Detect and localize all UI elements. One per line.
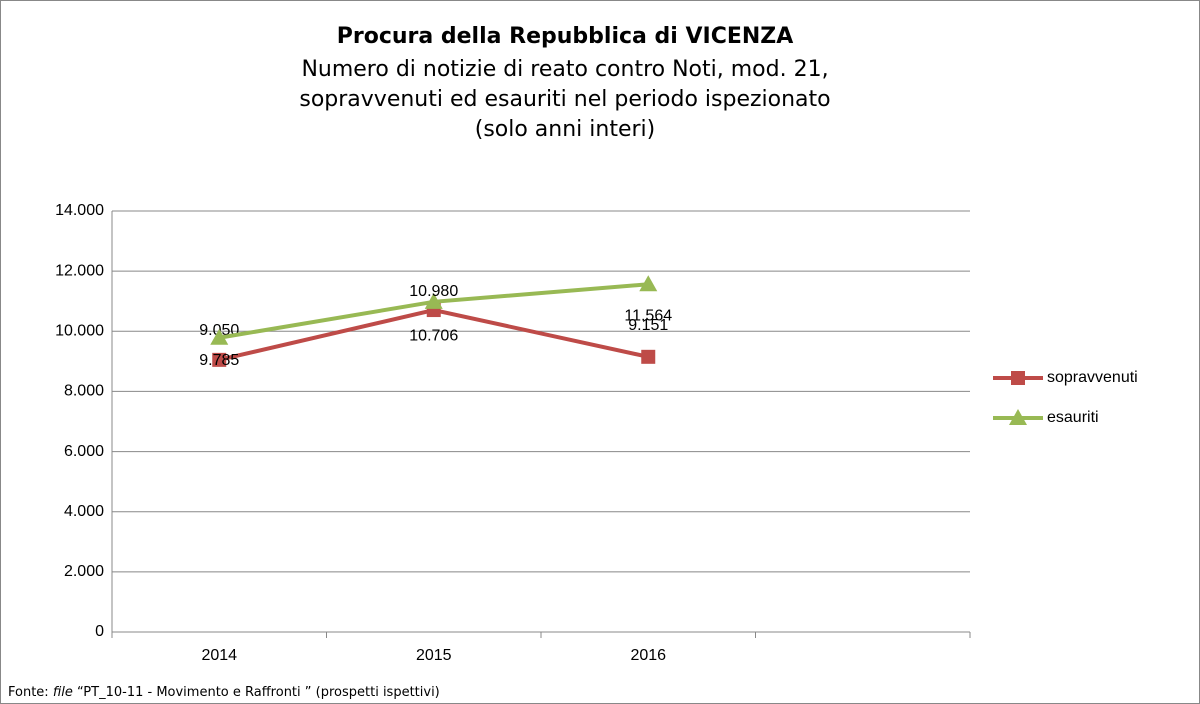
y-tick-label: 10.000: [55, 323, 104, 340]
x-tick-label: 2014: [201, 647, 237, 664]
data-point: [641, 349, 656, 364]
y-tick-label: 8.000: [64, 383, 104, 400]
legend-marker: [1009, 409, 1027, 425]
data-point: [639, 275, 658, 292]
y-tick-label: 0: [95, 623, 104, 640]
chart-title: Procura della Repubblica di VICENZA: [337, 24, 794, 49]
chart-subtitle: Numero di notizie di reato contro Noti, …: [301, 57, 828, 82]
source-note: Fonte: file “PT_10-11 - Movimento e Raff…: [8, 685, 440, 700]
y-tick-label: 14.000: [55, 202, 104, 219]
data-label: 9.151: [628, 317, 668, 334]
data-label: 9.785: [199, 352, 239, 369]
y-tick-label: 2.000: [64, 563, 104, 580]
data-point: [212, 352, 227, 367]
data-label: 10.706: [409, 327, 458, 344]
source-part: “PT_10-11 - Movimento e Raffronti ” (pro…: [73, 685, 440, 700]
y-tick-label: 6.000: [64, 443, 104, 460]
x-tick-label: 2015: [416, 647, 452, 664]
y-tick-label: 4.000: [64, 503, 104, 520]
legend-label: esauriti: [1047, 409, 1099, 426]
data-label: 11.564: [624, 307, 672, 324]
legend-label: sopravvenuti: [1047, 369, 1138, 386]
y-tick-label: 12.000: [55, 262, 104, 279]
chart-subtitle: sopravvenuti ed esauriti nel periodo isp…: [299, 87, 830, 112]
chart-subtitle: (solo anni interi): [475, 117, 656, 142]
source-part: Fonte:: [8, 685, 53, 700]
legend-marker: [1011, 371, 1025, 385]
x-tick-label: 2016: [630, 647, 666, 664]
data-label: 10.980: [409, 283, 458, 300]
data-point: [210, 328, 229, 345]
source-part: file: [53, 685, 73, 700]
data-point: [424, 292, 443, 309]
